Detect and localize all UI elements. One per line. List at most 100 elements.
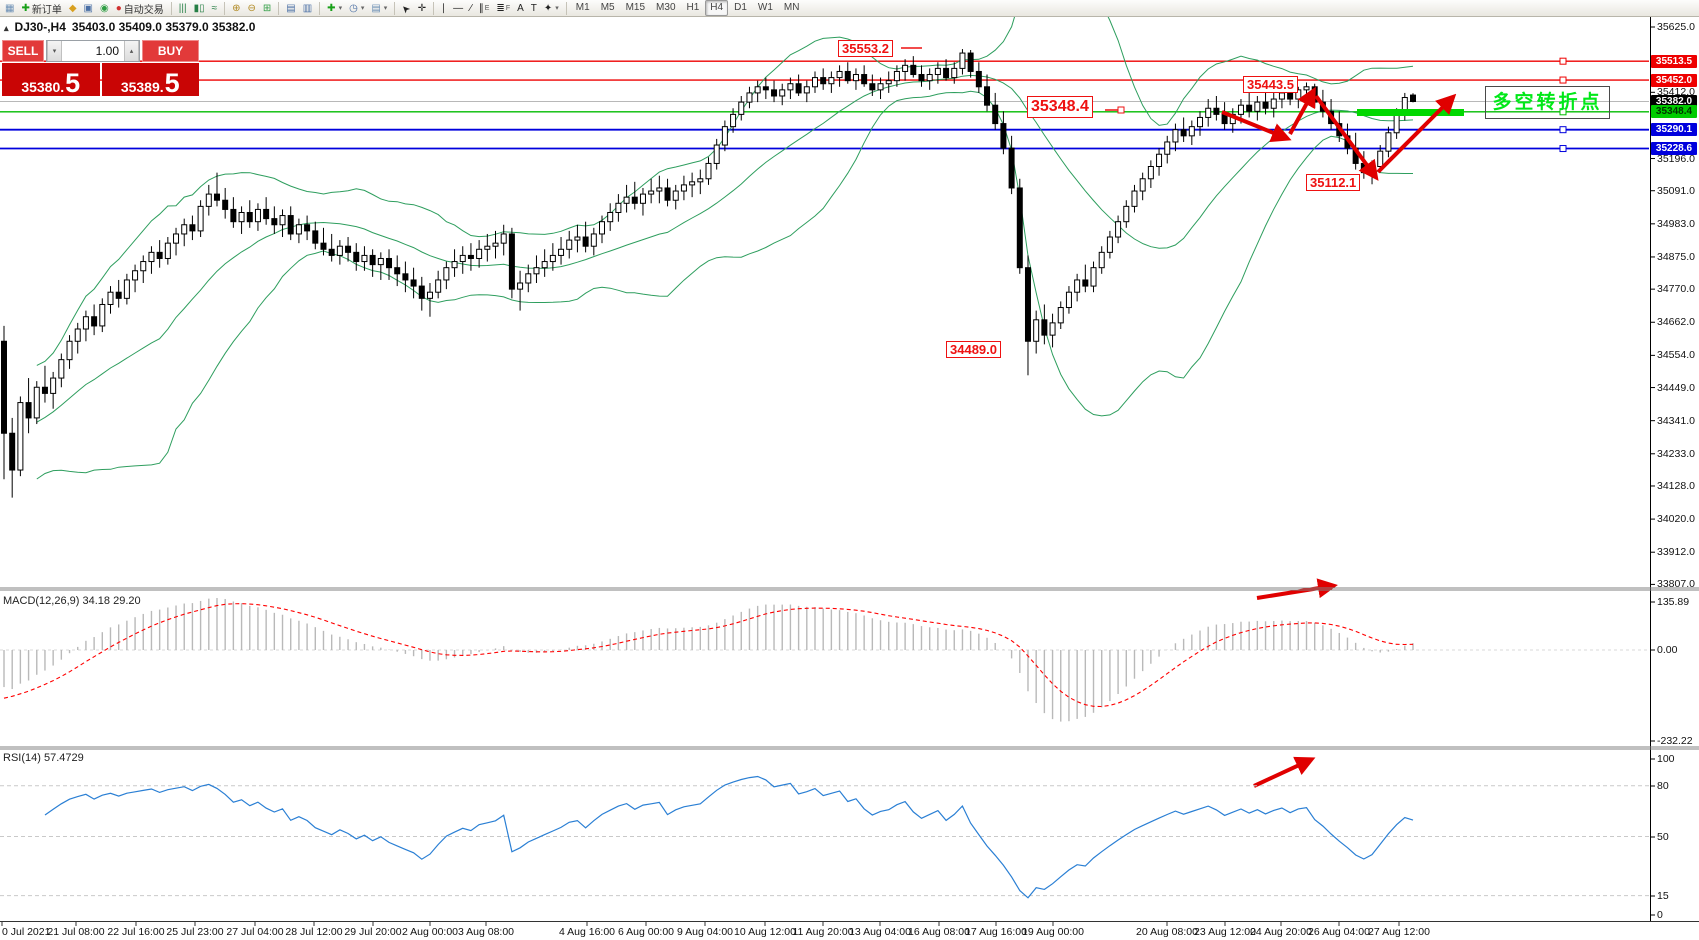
- volume-value[interactable]: 1.00: [95, 44, 119, 58]
- macd-indicator-label: MACD(12,26,9) 34.18 29.20: [3, 595, 141, 607]
- price-tick: 35625.0: [1657, 21, 1695, 33]
- price-tick: 34875.0: [1657, 250, 1695, 263]
- macd-tick: 135.89: [1657, 596, 1690, 608]
- chevron-down-icon: ▾: [555, 5, 559, 12]
- price-badge: 35513.5: [1651, 54, 1697, 68]
- add-indicator-button[interactable]: ✚ ▾: [324, 1, 345, 16]
- price-annotation-label[interactable]: 35443.5: [1243, 76, 1298, 93]
- buy-price-button[interactable]: 35389. 5: [101, 63, 199, 97]
- vertical-line-button[interactable]: ∣: [438, 1, 449, 16]
- crosshair-button[interactable]: ✛: [415, 1, 429, 16]
- price-tick: 34449.0: [1657, 381, 1695, 394]
- price-annotation-label[interactable]: 35348.4: [1027, 96, 1093, 118]
- periods-icon: ◷: [349, 2, 358, 14]
- time-label: 19 Aug 00:00: [1022, 926, 1084, 938]
- price-tick: 34554.0: [1657, 349, 1695, 362]
- new-order-button[interactable]: ✚ 新订单: [18, 1, 64, 16]
- templates-button[interactable]: ▤ ▾: [368, 1, 390, 16]
- price-annotation-label[interactable]: 35112.1: [1306, 174, 1361, 191]
- text-label-icon: T: [530, 2, 537, 14]
- equidistant-channel-button[interactable]: ∥ E: [476, 1, 493, 16]
- bar-chart-button[interactable]: |||: [176, 1, 190, 16]
- timeframe-mn-button[interactable]: MN: [783, 2, 800, 13]
- timeframe-h1-button[interactable]: H1: [686, 2, 700, 13]
- trade-panel-price-row: 35380. 5 35389. 5: [2, 63, 199, 97]
- timeframe-m30-button[interactable]: M30: [656, 2, 676, 13]
- volume-increase-button[interactable]: ▴: [124, 41, 139, 61]
- timeframe-m1-button[interactable]: M1: [575, 2, 590, 13]
- panel-frames: [0, 17, 1699, 926]
- cursor-button[interactable]: ➤: [399, 1, 414, 16]
- candles: [1, 49, 1416, 498]
- text-button[interactable]: A: [514, 1, 527, 16]
- price-badge: 35228.6: [1651, 142, 1697, 156]
- market-watch-button[interactable]: ▣: [81, 1, 96, 16]
- macd-panel: [0, 598, 1649, 722]
- text-label-button[interactable]: T: [528, 1, 540, 16]
- toolbar-separator: [319, 1, 321, 15]
- auto-trading-button[interactable]: ● 自动交易: [113, 1, 167, 16]
- timeframe-m15-button[interactable]: M15: [625, 2, 646, 13]
- price-tick: 34233.0: [1657, 447, 1695, 460]
- horizontal-line-icon: —: [453, 2, 464, 14]
- line-chart-icon: ≈: [211, 2, 218, 14]
- price-tick: 34128.0: [1657, 479, 1695, 492]
- price-annotation-label[interactable]: 35553.2: [838, 40, 893, 57]
- zoom-in-icon: ⊕: [232, 2, 241, 14]
- chart-ohlc-values: 35403.0 35409.0 35379.0 35382.0: [71, 20, 256, 34]
- horizontal-line-button[interactable]: —: [450, 1, 466, 16]
- volume-decrease-button[interactable]: ▾: [47, 41, 62, 61]
- time-label: 23 Aug 12:00: [1194, 926, 1256, 938]
- templates-icon: ▤: [371, 2, 381, 14]
- cascade-button[interactable]: ▥: [300, 1, 315, 16]
- macd-main-value: 34.18: [82, 595, 111, 607]
- price-tick: 34020.0: [1657, 513, 1695, 526]
- macd-name: MACD(12,26,9): [3, 595, 80, 607]
- auto-arrange-button[interactable]: ▤: [283, 1, 298, 16]
- zoom-out-button[interactable]: ⊖: [244, 1, 258, 16]
- price-tick: 35091.0: [1657, 184, 1695, 197]
- rsi-tick: 80: [1657, 780, 1669, 792]
- trendline-icon: ∕: [470, 2, 472, 14]
- add-indicator-icon: ✚: [327, 2, 336, 14]
- tile-windows-icon: ⊞: [262, 2, 272, 14]
- toolbar-separator: [278, 1, 280, 15]
- time-label: 22 Jul 16:00: [107, 926, 165, 938]
- sell-button[interactable]: SELL: [2, 40, 44, 62]
- tile-windows-button[interactable]: ⊞: [260, 1, 274, 16]
- zoom-in-button[interactable]: ⊕: [229, 1, 243, 16]
- volume-stepper: ▾ 1.00 ▴: [46, 40, 140, 62]
- rsi-value: 57.4729: [43, 752, 84, 764]
- periods-button[interactable]: ◷ ▾: [346, 1, 367, 16]
- price-badge: 35348.4: [1651, 105, 1697, 119]
- candlestick-chart-button[interactable]: ▮▯: [191, 1, 208, 16]
- shapes-button[interactable]: ✦ ▾: [541, 1, 562, 16]
- turning-point-text-object[interactable]: 多空转折点: [1485, 86, 1610, 119]
- timeframe-w1-button[interactable]: W1: [757, 2, 773, 13]
- price-tick: 34662.0: [1657, 316, 1695, 329]
- price-tick: 33807.0: [1657, 578, 1695, 591]
- sell-price-button[interactable]: 35380. 5: [2, 63, 100, 97]
- trendline-button[interactable]: ∕: [467, 1, 475, 16]
- signals-button[interactable]: ◉: [97, 1, 112, 16]
- horizontal-levels: [0, 57, 1649, 153]
- buy-price-int: 35389.: [120, 79, 164, 95]
- timeframe-h4-button[interactable]: H4: [705, 0, 729, 16]
- fibonacci-button[interactable]: ≣ F: [493, 1, 513, 16]
- timeframe-m5-button[interactable]: M5: [600, 2, 615, 13]
- price-tick: 35196.0: [1657, 152, 1695, 165]
- clean-charts-button[interactable]: ◆: [66, 1, 80, 16]
- timeframe-d1-button[interactable]: D1: [734, 2, 747, 13]
- price-annotation-label[interactable]: 34489.0: [946, 341, 1001, 358]
- chart-window-button[interactable]: ▦: [2, 1, 17, 16]
- time-label: 11 Aug 20:00: [792, 926, 854, 938]
- buy-button[interactable]: BUY: [142, 40, 199, 62]
- text-icon: A: [517, 2, 524, 14]
- price-badge: 35382.0: [1651, 95, 1697, 108]
- time-label: 9 Aug 04:00: [676, 926, 734, 938]
- rsi-panel: [0, 775, 1649, 899]
- time-label: 28 Jul 12:00: [285, 926, 343, 938]
- trade-panel-top-row: SELL ▾ 1.00 ▴ BUY: [2, 40, 199, 62]
- line-chart-button[interactable]: ≈: [209, 1, 221, 16]
